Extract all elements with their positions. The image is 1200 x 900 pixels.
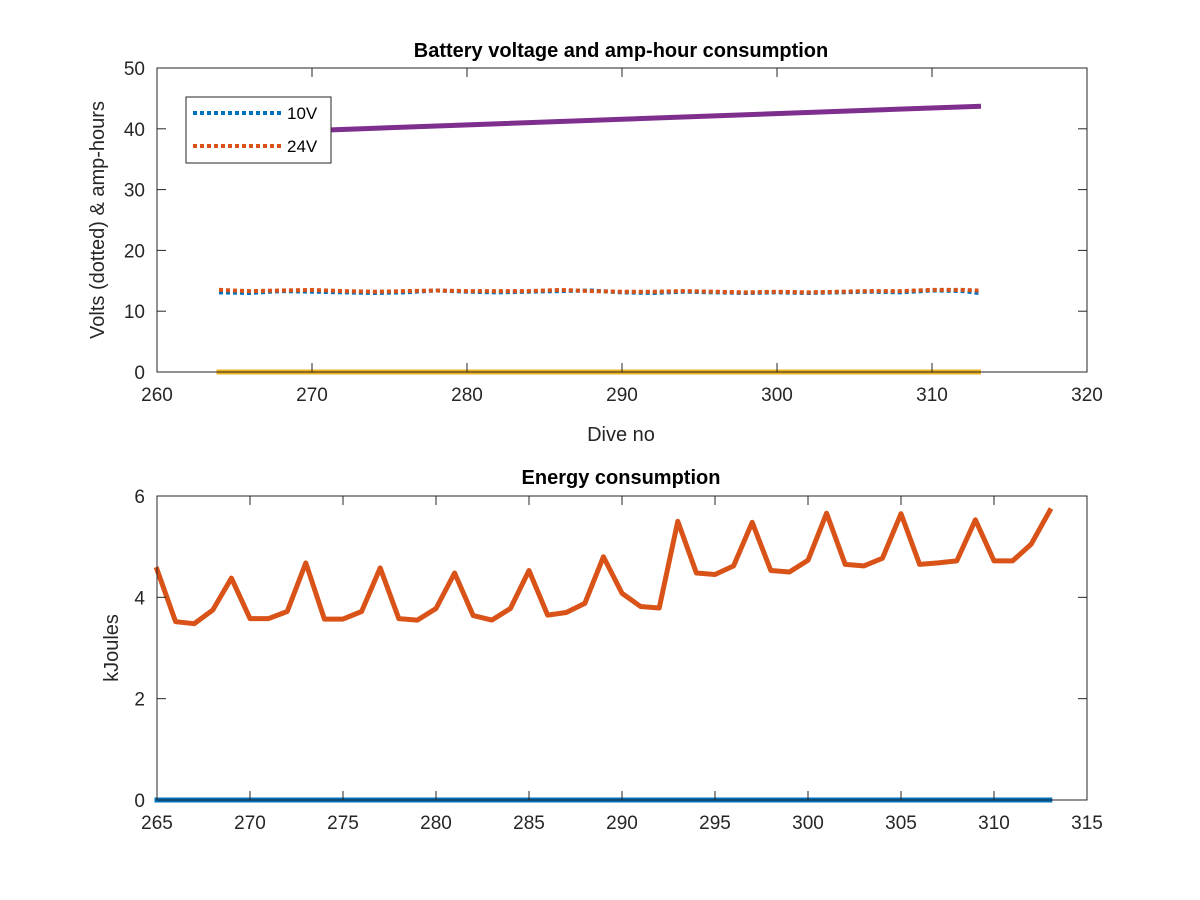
battery-x-tick-label: 310 xyxy=(916,385,948,406)
energy-y-tick-label: 6 xyxy=(134,487,145,508)
energy-ticks: 265 270 275 280 285 290 295 300 305 310 315 0 2 4 6 xyxy=(134,487,1102,834)
energy-x-tick-label: 315 xyxy=(1071,813,1103,834)
battery-y-tick-label: 40 xyxy=(124,120,145,141)
battery-series-2-line xyxy=(324,103,982,133)
battery-x-tick-label: 320 xyxy=(1071,385,1103,406)
energy-x-tick-label: 265 xyxy=(141,813,173,834)
battery-x-tick-label: 280 xyxy=(451,385,483,406)
battery-x-tick-label: 260 xyxy=(141,385,173,406)
legend-10v-label: 10V xyxy=(287,104,318,123)
battery-y-axis-label: Volts (dotted) & amp-hours xyxy=(87,101,109,339)
battery-y-tick-label: 10 xyxy=(124,302,145,323)
energy-x-tick-label: 295 xyxy=(699,813,731,834)
battery-x-axis-label: Dive no xyxy=(587,424,655,446)
energy-x-tick-label: 285 xyxy=(513,813,545,834)
energy-x-tick-label: 290 xyxy=(606,813,638,834)
legend-24v-label: 24V xyxy=(287,137,318,156)
energy-x-tick-label: 300 xyxy=(792,813,824,834)
energy-x-tick-label: 270 xyxy=(234,813,266,834)
battery-y-tick-label: 50 xyxy=(124,59,145,80)
battery-series-24v-line xyxy=(218,287,979,295)
battery-chart-title: Battery voltage and amp-hour consumption xyxy=(414,40,828,62)
energy-chart-title: Energy consumption xyxy=(522,467,721,489)
energy-chart: Energy consumption 265 270 275 280 285 290 295… xyxy=(101,467,1103,834)
energy-y-axis-label: kJoules xyxy=(101,614,123,682)
battery-y-tick-label: 0 xyxy=(134,363,145,384)
battery-x-tick-label: 270 xyxy=(296,385,328,406)
battery-x-tick-label: 290 xyxy=(606,385,638,406)
energy-x-tick-label: 275 xyxy=(327,813,359,834)
battery-x-tick-label: 300 xyxy=(761,385,793,406)
battery-y-tick-label: 20 xyxy=(124,241,145,262)
energy-x-tick-label: 310 xyxy=(978,813,1010,834)
energy-x-tick-label: 280 xyxy=(420,813,452,834)
energy-y-tick-label: 4 xyxy=(134,588,145,609)
battery-ticks: 260 270 280 290 300 310 320 0 10 20 30 40 50 xyxy=(124,59,1103,406)
battery-legend: 10V 24V xyxy=(185,96,332,164)
energy-x-tick-label: 305 xyxy=(885,813,917,834)
energy-series-0-line xyxy=(153,507,1054,627)
legend-box xyxy=(185,96,332,164)
energy-y-tick-label: 0 xyxy=(134,791,145,812)
battery-y-tick-label: 30 xyxy=(124,181,145,202)
energy-y-tick-label: 2 xyxy=(134,690,145,711)
battery-chart: Battery voltage and amp-hour consumption… xyxy=(87,40,1103,446)
